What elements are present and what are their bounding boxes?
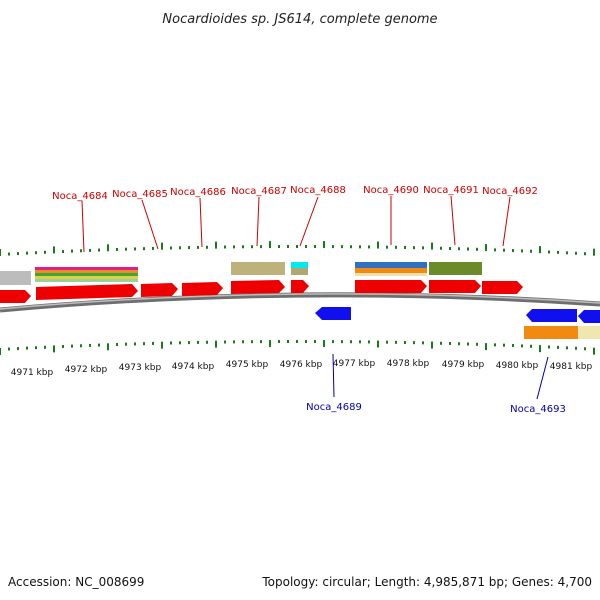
reverse-gene-labels: Noca_4689 Noca_4693 — [306, 402, 566, 415]
gene-arrow-reverse[interactable] — [526, 309, 577, 322]
kbp-label: 4976 kbp — [280, 360, 323, 370]
feature-block-multicolor[interactable] — [35, 267, 138, 282]
kbp-label: 4974 kbp — [172, 362, 215, 372]
reverse-strand-genes — [315, 307, 600, 323]
feature-block-olive-small[interactable] — [291, 268, 308, 275]
gene-label-reverse[interactable]: Noca_4689 — [306, 402, 362, 413]
kbp-label: 4972 kbp — [65, 365, 108, 375]
kbp-label: 4973 kbp — [119, 363, 162, 373]
forward-strand-genes — [0, 280, 523, 303]
gene-arrow-forward[interactable] — [482, 281, 523, 294]
feature-block-orange-lower[interactable] — [524, 326, 578, 339]
gene-label-forward[interactable]: Noca_4692 — [482, 186, 538, 197]
kbp-label: 4981 kbp — [550, 362, 593, 372]
gene-label-forward[interactable]: Noca_4686 — [170, 187, 226, 198]
feature-block-grey[interactable] — [0, 271, 31, 285]
kbp-label: 4979 kbp — [442, 360, 485, 370]
gene-arrow-forward[interactable] — [141, 283, 178, 297]
top-tick-row — [0, 241, 595, 256]
kbp-label: 4971 kbp — [11, 368, 54, 378]
feature-block-cyan[interactable] — [291, 262, 308, 268]
gene-label-forward[interactable]: Noca_4685 — [112, 189, 168, 200]
gene-arrow-forward[interactable] — [291, 280, 309, 293]
feature-block-khaki[interactable] — [231, 262, 285, 275]
gene-label-forward[interactable]: Noca_4690 — [363, 185, 419, 196]
forward-gene-labels: Noca_4684 Noca_4685 Noca_4686 Noca_4687 Noca… — [52, 185, 538, 202]
gene-arrow-forward[interactable] — [355, 280, 427, 293]
bottom-tick-row — [0, 340, 595, 355]
gene-label-reverse[interactable]: Noca_4693 — [510, 404, 566, 415]
genome-summary-text: Topology: circular; Length: 4,985,871 bp… — [261, 575, 592, 589]
map-title: Nocardioides sp. JS614, complete genome — [162, 12, 437, 27]
feature-block-blue-orange[interactable] — [355, 262, 427, 276]
gene-arrow-forward[interactable] — [36, 284, 138, 300]
gene-arrow-forward[interactable] — [182, 282, 223, 296]
gene-label-forward[interactable]: Noca_4691 — [423, 185, 479, 196]
feature-block-beige-lower[interactable] — [578, 326, 600, 339]
gene-arrow-reverse[interactable] — [315, 307, 351, 320]
kbp-label: 4978 kbp — [387, 359, 430, 369]
kbp-axis-labels: 4971 kbp 4972 kbp 4973 kbp 4974 kbp 4975 kbp… — [11, 359, 593, 378]
feature-block-green[interactable] — [429, 262, 482, 275]
gene-arrow-forward[interactable] — [231, 280, 285, 294]
accession-text: Accession: NC_008699 — [8, 575, 144, 589]
forward-label-leaders — [81, 195, 511, 253]
feature-track-lower — [524, 326, 600, 339]
kbp-label: 4977 kbp — [333, 359, 376, 369]
kbp-label: 4980 kbp — [496, 361, 539, 371]
gene-arrow-forward[interactable] — [0, 290, 31, 303]
reverse-label-leaders — [332, 353, 549, 400]
gene-arrow-reverse[interactable] — [578, 310, 600, 323]
gene-label-forward[interactable]: Noca_4687 — [231, 186, 287, 197]
genome-backbone — [0, 292, 600, 313]
feature-track-upper — [0, 262, 482, 285]
gene-label-forward[interactable]: Noca_4688 — [290, 185, 346, 196]
gene-label-forward[interactable]: Noca_4684 — [52, 191, 108, 202]
gene-arrow-forward[interactable] — [429, 280, 481, 293]
genome-backbone-highlight — [0, 293, 600, 310]
kbp-label: 4975 kbp — [226, 360, 269, 370]
